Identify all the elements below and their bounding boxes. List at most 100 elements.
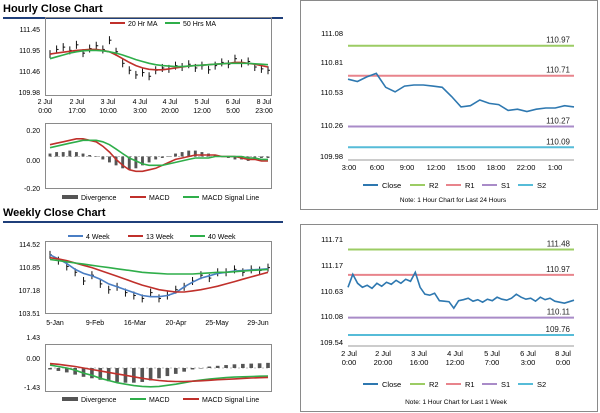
hourly-24h-x-axis: 3:00 6:00 9:00 12:00 15:00 18:00 22:00 1… [342,163,563,172]
y-tick-label: 109.98 [320,152,343,161]
x-tick-label: 6 Jul [226,99,241,106]
series-line-50-hrs-ma [49,49,269,68]
x-tick-label: 12:00 [427,163,446,172]
divergence-bar [134,156,138,169]
legend-label-divergence: Divergence [81,195,117,202]
divergence-bar [56,368,61,371]
divergence-bar [64,368,69,373]
weekly-macd-chart: 1.43 0.00 -1.43 Divergence MACD MACD Sig… [24,335,270,404]
divergence-bar [140,368,145,382]
hourly-24h-y-axis: 111.08 110.81 110.53 110.26 109.98 [320,29,343,161]
x-tick-label: 3 Jul [411,349,427,358]
hourly-24h-plot-area: 110.97 110.71 110.27 110.09 [347,36,575,161]
divergence-bar [147,156,151,163]
divergence-bar [190,368,195,370]
divergence-bar [141,156,144,166]
divergence-bar [68,150,72,157]
y-tick-label: 110.08 [321,312,343,321]
y-tick-label: 110.53 [321,88,343,97]
divergence-bar [157,368,161,379]
divergence-bar [132,368,136,383]
y-tick-label: 0.00 [26,356,40,363]
divergence-bar [90,368,94,379]
weekly-title-underline [3,221,283,223]
legend-label-4-week: 4 Week [86,234,110,241]
x-tick-label: 20-Apr [165,320,187,327]
y-tick-label: 0.20 [26,128,40,135]
y-tick-label: 111.08 [321,29,343,38]
level-label-r2: 110.97 [546,36,570,45]
divergence-bar [182,368,186,372]
x-tick-label: 3:00 [342,163,357,172]
series-line-40-week [49,258,269,275]
x-tick-label: 9:00 [400,163,415,172]
x-tick-label: 9-Feb [86,320,104,327]
divergence-bar [154,156,158,160]
legend-label-r2: R2 [429,181,439,190]
y-tick-label: -1.43 [24,385,40,392]
x-tick-label: 3 Jul [101,99,116,106]
hourly-title-underline [3,17,283,19]
x-tick-label: 5-Jan [46,320,64,327]
y-tick-label: 107.18 [19,288,41,295]
x-tick-label: 1:00 [548,163,563,172]
legend-label-r2: R2 [429,380,439,389]
divergence-bar [101,156,105,160]
series-line-macd [49,364,269,388]
y-tick-label: -0.20 [24,186,40,193]
hourly-24h-frame [300,0,598,210]
y-tick-label: 110.63 [321,287,343,296]
legend-label-20hr-ma: 20 Hr MA [128,21,158,28]
legend-label-s2: S2 [537,380,546,389]
divergence-bar [173,368,178,374]
divergence-bar [81,153,85,157]
hourly-price-panel [45,17,272,96]
divergence-bar [148,368,153,381]
divergence-bar [187,150,191,157]
hourly-1w-x-axis: 2 Jul 0:00 2 Jul 20:00 3 Jul 16:00 4 Jul… [341,349,571,367]
x-tick-label: 2 Jul [341,349,357,358]
x-tick-label: 2 Jul [375,349,391,358]
legend-label-r1: R1 [465,181,475,190]
x-tick-label: 29-Jun [247,320,269,327]
level-label-r1: 110.71 [546,66,570,75]
weekly-macd-panel [45,344,272,392]
hourly-macd-plot-area [48,138,270,173]
series-line-macd-signal-line [49,362,269,383]
hourly-price-x-axis: 2 Jul 0:00 2 Jul 17:00 3 Jul 10:00 4 Jul… [38,99,273,115]
divergence-bar [55,152,59,157]
x-tick-label: 4 Jul [133,99,148,106]
y-tick-label: 111.45 [20,27,40,34]
legend-label-macd-signal: MACD Signal Line [202,397,259,404]
divergence-bar [249,363,254,368]
hourly-1w-y-axis: 111.71 111.17 110.63 110.08 109.54 [320,235,343,347]
hourly-macd-chart: 0.20 0.00 -0.20 Divergence MACD MACD Sig… [24,128,270,202]
y-tick-label: 110.95 [19,48,40,55]
hourly-macd-y-axis: 0.20 0.00 -0.20 [24,128,40,193]
legend-label-13-week: 13 Week [146,234,174,241]
level-label-s2: 110.09 [546,137,570,146]
divergence-bar [88,155,92,157]
divergence-bar [73,368,77,375]
x-tick-label: 17:00 [68,108,86,115]
divergence-bar [127,156,131,170]
divergence-bar [174,153,177,157]
y-tick-label: 110.26 [321,121,343,130]
weekly-price-legend: 4 Week 13 Week 40 Week [68,234,236,241]
y-tick-label: 110.85 [19,265,40,272]
legend-label-macd: MACD [149,195,170,202]
x-tick-label: 0:00 [342,358,357,367]
hourly-section-title: Hourly Close Chart [3,3,283,19]
x-tick-label: 20:00 [374,358,393,367]
divergence-bar [48,368,52,370]
x-tick-label: 8 Jul [257,99,272,106]
legend-label-close: Close [382,380,401,389]
divergence-bar [199,368,203,369]
divergence-bar [121,156,125,169]
divergence-bar [74,152,78,157]
series-line-13-week [49,256,269,293]
level-label-s1: 110.11 [547,308,571,317]
hourly-price-legend: 20 Hr MA 50 Hrs MA [110,21,216,28]
divergence-bar [232,364,237,368]
y-tick-label: 111.71 [321,235,343,244]
